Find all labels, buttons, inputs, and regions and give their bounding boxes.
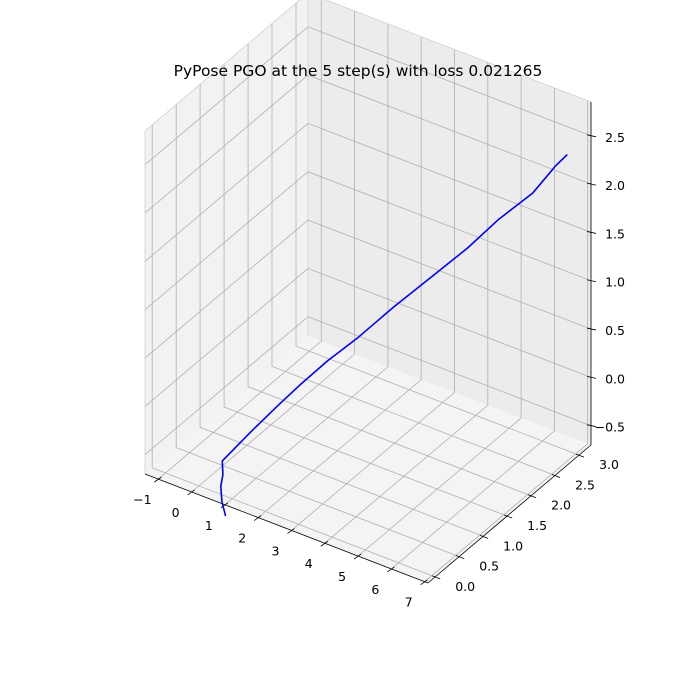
left-pane — [145, 0, 308, 474]
y-tick-label: 1.0 — [503, 538, 523, 553]
y-grid-line — [247, 43, 532, 497]
x-tick-mark — [287, 528, 295, 534]
y-axis-line — [427, 444, 592, 584]
y-grid-line — [223, 64, 508, 517]
z-tick-mark — [586, 424, 597, 428]
y-tick-mark — [527, 494, 537, 499]
axis-lines — [144, 0, 597, 586]
y-grid-line — [199, 84, 484, 537]
z-tick-label: −0.5 — [595, 420, 625, 435]
z-tick-mark — [586, 134, 597, 138]
z-tick-mark — [586, 375, 597, 379]
y-tick-mark — [503, 514, 513, 519]
z-tick-mark — [586, 279, 597, 283]
y-tick-mark — [551, 474, 561, 478]
pane-edge — [325, 0, 592, 103]
y-grid-line — [295, 3, 580, 456]
z-tick-mark — [586, 182, 597, 186]
z-tick-label: 0.0 — [605, 371, 625, 386]
y-tick-mark — [479, 534, 489, 539]
x-tick-mark — [187, 489, 195, 496]
x-grid-line — [324, 62, 489, 544]
y-tick-mark — [575, 453, 585, 458]
z-tick-label: 2.5 — [605, 130, 625, 145]
x-grid-line — [158, 0, 322, 480]
x-tick-label: 3 — [272, 543, 280, 558]
x-tick-label: 6 — [371, 582, 379, 597]
x-tick-label: 2 — [238, 531, 246, 546]
trajectory-line — [220, 154, 568, 517]
y-grid-line — [271, 23, 556, 476]
y-tick-mark — [432, 575, 441, 580]
x-tick-mark — [220, 502, 229, 509]
x-tick-label: 5 — [338, 569, 346, 584]
y-grid-line — [151, 124, 436, 578]
y-tick-label: 2.0 — [551, 498, 571, 513]
z-tick-label: 1.0 — [605, 275, 625, 290]
y-tick-label: 1.5 — [527, 518, 547, 533]
x-tick-label: 0 — [172, 505, 180, 520]
x-tick-mark — [154, 476, 162, 483]
x-tick-label: 7 — [405, 595, 413, 610]
z-tick-label: 1.5 — [605, 226, 625, 241]
floor-pane — [145, 336, 591, 583]
y-tick-label: 3.0 — [599, 457, 619, 472]
z-tick-label: 0.5 — [605, 323, 625, 338]
y-grid-line — [175, 104, 460, 557]
y-tick-label: 0.5 — [479, 559, 499, 574]
x-tick-mark — [253, 515, 262, 521]
x-tick-mark — [320, 540, 329, 547]
data-series — [220, 154, 568, 517]
x-grid-line — [257, 36, 422, 518]
x-grid-line — [224, 23, 389, 506]
x-grid-line — [391, 87, 555, 570]
y-tick-label: 0.0 — [455, 579, 475, 594]
back-pane — [308, 0, 591, 445]
x-tick-mark — [420, 579, 428, 586]
y-tick-mark — [456, 555, 465, 559]
x-tick-label: 1 — [205, 518, 213, 533]
x-grid-line — [424, 100, 589, 583]
x-tick-mark — [387, 566, 395, 573]
x-tick-label: −1 — [133, 492, 151, 507]
x-grid-line — [191, 11, 356, 493]
x-grid-line — [357, 75, 522, 557]
y-tick-label: 2.5 — [575, 477, 595, 492]
pane-edge — [144, 0, 301, 132]
z-tick-label: 2.0 — [605, 178, 625, 193]
x-tick-mark — [353, 553, 362, 560]
z-tick-mark — [586, 231, 597, 234]
chart-title: PyPose PGO at the 5 step(s) with loss 0.… — [174, 62, 543, 80]
x-tick-label: 4 — [305, 556, 313, 571]
axis-panes — [145, 0, 591, 583]
x-grid-line — [291, 49, 455, 531]
z-tick-mark — [586, 327, 597, 331]
tick-labels: −1 0 1 2 3 4 5 6 7 0.0 0.5 1.0 1.5 2.0 2.5 3.0 −0.5 0.0 0.… — [133, 130, 625, 610]
